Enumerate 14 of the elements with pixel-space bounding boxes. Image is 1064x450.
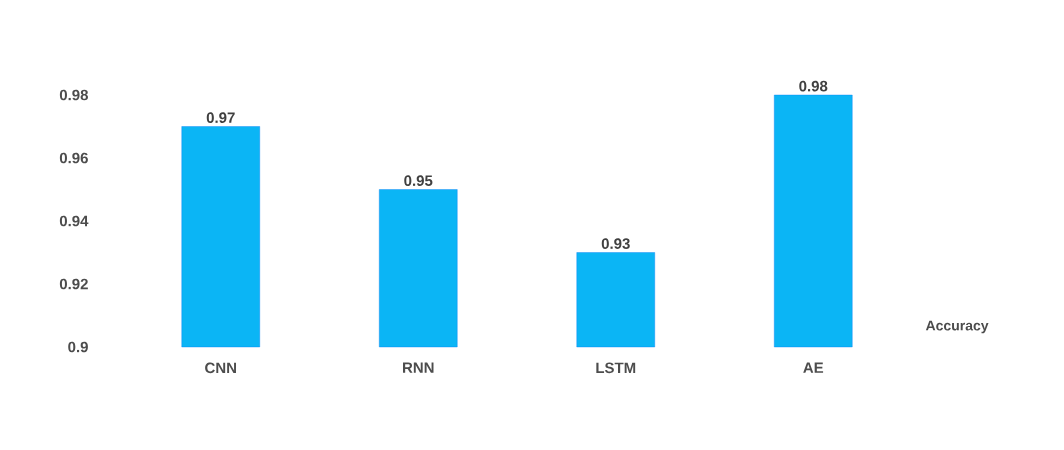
x-tick-label: RNN: [403, 362, 434, 373]
y-tick-label: 0.96: [59, 152, 88, 164]
y-tick-label: 0.9: [68, 341, 88, 353]
y-tick-label: 0.98: [59, 89, 88, 101]
y-tick-label: 0.94: [59, 215, 89, 227]
data-label: 0.93: [601, 238, 630, 249]
data-label: 0.97: [206, 112, 235, 123]
y-tick-label: 0.92: [59, 278, 88, 290]
data-label: 0.98: [799, 80, 828, 92]
data-label: 0.95: [404, 175, 433, 186]
text: Accuracy: [925, 320, 989, 334]
x-tick-label: LSTM: [596, 362, 636, 374]
x-tick-label: AE: [803, 362, 824, 373]
x-tick-label: CNN: [205, 362, 236, 374]
